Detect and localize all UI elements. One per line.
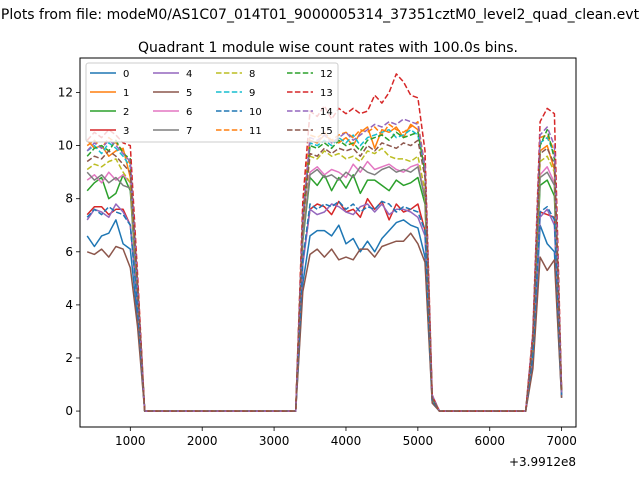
x-tick-label: 1000	[115, 434, 146, 448]
chart-title: Quadrant 1 module wise count rates with …	[138, 40, 518, 56]
x-tick-label: 3000	[259, 434, 290, 448]
x-axis: 1000 2000 3000 4000 5000 6000 7000	[115, 427, 577, 448]
legend-label: 13	[320, 88, 333, 99]
legend-label: 14	[320, 107, 333, 118]
series-line-15	[86, 139, 563, 412]
x-tick-label: 5000	[403, 434, 434, 448]
y-tick-label: 8	[65, 192, 73, 206]
y-axis: 0 2 4 6 8 10 12	[58, 86, 80, 418]
legend-label: 0	[123, 69, 129, 80]
legend-label: 1	[123, 88, 129, 99]
series-line-9	[86, 128, 563, 412]
legend-label: 7	[186, 126, 192, 137]
legend-label: 3	[123, 126, 129, 137]
x-tick-label: 2000	[187, 434, 218, 448]
y-tick-label: 6	[65, 245, 73, 259]
legend-box	[85, 62, 339, 143]
y-tick-label: 2	[65, 351, 73, 365]
series-line-14	[86, 118, 563, 412]
series-layer	[86, 73, 563, 412]
legend-label: 9	[249, 88, 255, 99]
x-axis-offset-label: +3.9912e8	[509, 455, 576, 469]
legend-label: 2	[123, 107, 129, 118]
y-tick-label: 10	[58, 139, 73, 153]
legend-label: 4	[186, 69, 192, 80]
y-tick-label: 0	[65, 404, 73, 418]
plot-frame	[79, 57, 577, 428]
legend-label: 5	[186, 88, 192, 99]
y-tick-label: 4	[65, 298, 73, 312]
x-tick-label: 4000	[331, 434, 362, 448]
y-tick-label: 12	[58, 86, 73, 100]
legend-label: 12	[320, 69, 333, 80]
legend-label: 6	[186, 107, 192, 118]
figure-suptitle: Plots from file: modeM0/AS1C07_014T01_90…	[1, 7, 640, 23]
legend-label: 10	[249, 107, 262, 118]
x-tick-label: 6000	[474, 434, 505, 448]
legend-label: 11	[249, 126, 262, 137]
legend-label: 8	[249, 69, 255, 80]
x-tick-label: 7000	[546, 434, 577, 448]
legend-label: 15	[320, 126, 333, 137]
